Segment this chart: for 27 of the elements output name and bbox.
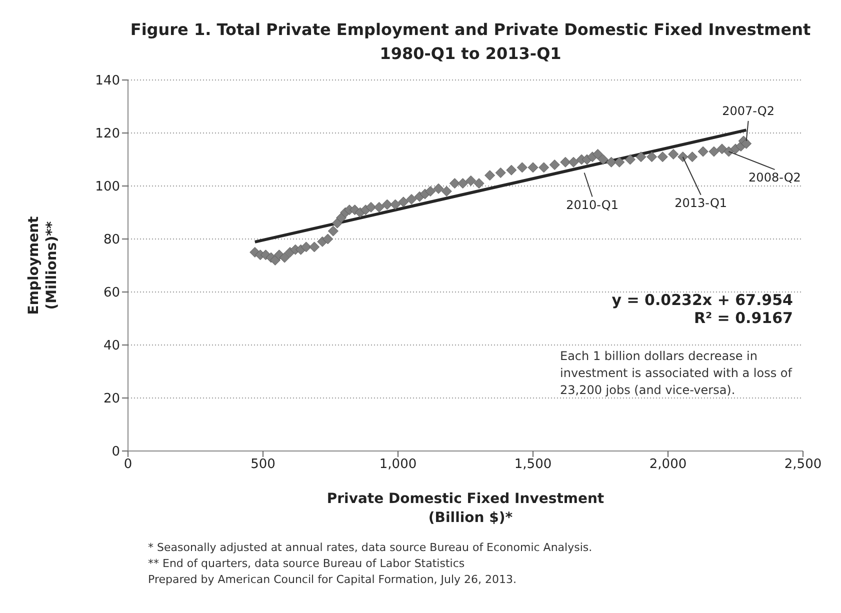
text: Private Domestic Fixed Investment (Billion $)*: [326, 491, 604, 526]
y-axis-title: Employment (Millions)**: [26, 216, 60, 315]
x-tick-label: 2,500: [784, 457, 822, 472]
y-tick-label: 20: [103, 392, 120, 407]
y-tick-label: 120: [95, 126, 120, 142]
x-tick-label: 0: [124, 457, 132, 472]
y-tick-label: 140: [95, 74, 120, 89]
annotation: y = 0.0232x + 67.954: [610, 291, 793, 309]
text: ** End of quarters, data source Bureau of Labor Statistics: [148, 556, 466, 572]
annotation: 2008-Q2: [748, 170, 801, 185]
text: Prepared by American Council for Capital Formation, July 26, 2013.: [148, 572, 518, 588]
annotation: Each 1 billion dollars decrease in investment is associated with a loss of 23,200 jobs (and vice-versa).: [560, 348, 794, 399]
y-tick-label: 0: [112, 444, 120, 460]
text: * Seasonally adjusted at annual rates, data source Bureau of Economic Analysis.: [148, 540, 592, 556]
x-tick-label: 1,000: [379, 457, 417, 472]
y-tick-label: 60: [103, 286, 120, 301]
chart-title: Figure 1. Total Private Employment and Private Domestic Fixed Investment 1980-Q1 to 2013-Q1: [129, 19, 812, 65]
y-tick-label: 100: [95, 180, 120, 195]
annotation: 2010-Q1: [566, 198, 618, 212]
x-tick-label: 1,500: [514, 457, 552, 472]
y-tick-label: 80: [103, 232, 120, 248]
annotation: 2007-Q2: [722, 104, 774, 118]
y-tick-label: 40: [103, 338, 120, 354]
annotation: R² = 0.9167: [692, 309, 793, 327]
x-tick-label: 2,000: [649, 457, 687, 472]
annotation: 2013-Q1: [674, 196, 728, 210]
x-tick-label: 500: [250, 457, 276, 472]
